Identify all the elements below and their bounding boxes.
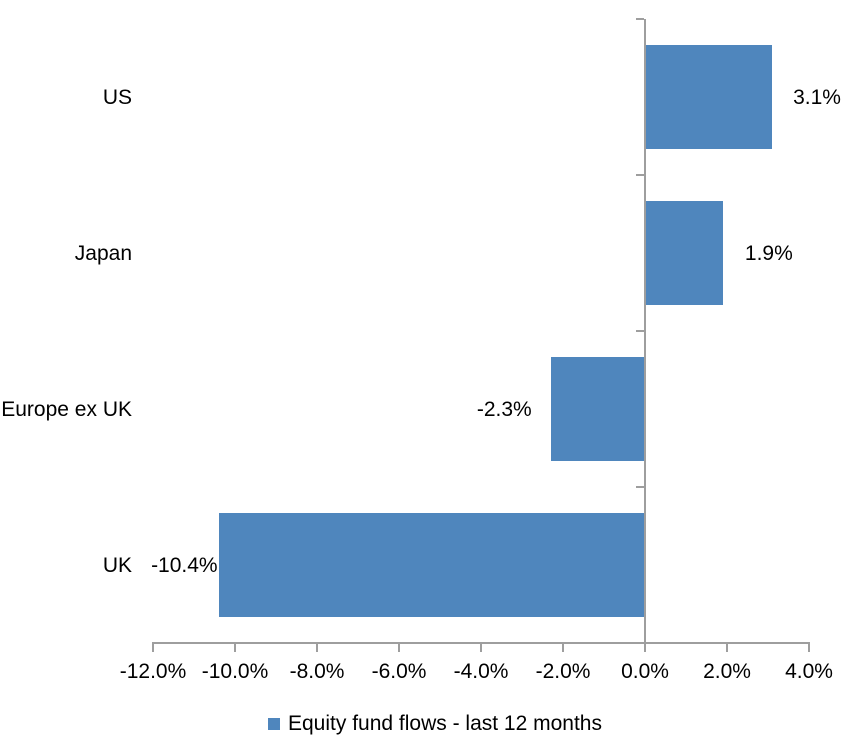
x-axis-tick	[726, 643, 728, 652]
bar-us	[645, 45, 773, 149]
legend-label: Equity fund flows - last 12 months	[288, 712, 602, 735]
category-label: US	[102, 85, 132, 109]
x-tick-label: -2.0%	[535, 660, 591, 683]
category-label: Europe ex UK	[1, 397, 132, 421]
y-axis-line	[643, 19, 646, 645]
x-tick-label: 2.0%	[703, 660, 751, 683]
x-axis-tick	[398, 643, 400, 652]
x-axis-tick	[808, 643, 810, 652]
value-label: -10.4%	[151, 553, 218, 577]
x-tick-label: -12.0%	[119, 660, 187, 683]
value-label: 1.9%	[744, 241, 793, 265]
x-tick-label: 0.0%	[621, 660, 669, 683]
x-tick-label: -6.0%	[371, 660, 427, 683]
category-label: UK	[102, 553, 132, 577]
x-tick-label: 4.0%	[785, 660, 833, 683]
x-axis-tick	[644, 643, 646, 652]
x-tick-label: -8.0%	[289, 660, 345, 683]
y-axis-tick	[635, 174, 644, 176]
x-axis-tick	[152, 643, 154, 652]
x-axis-tick	[480, 643, 482, 652]
x-axis-tick	[234, 643, 236, 652]
bar-europe-ex-uk	[550, 357, 645, 461]
category-label: Japan	[74, 241, 132, 265]
bar-japan	[645, 201, 723, 305]
x-axis-tick	[316, 643, 318, 652]
x-tick-label: -10.0%	[201, 660, 269, 683]
y-axis-tick	[635, 486, 644, 488]
x-axis-tick	[562, 643, 564, 652]
y-axis-tick	[635, 18, 644, 20]
bar-uk	[218, 513, 645, 617]
value-label: 3.1%	[793, 85, 841, 109]
legend: Equity fund flows - last 12 months	[9, 712, 852, 736]
legend-marker-swatch	[268, 718, 280, 730]
value-label: -2.3%	[476, 397, 532, 421]
y-axis-tick	[635, 642, 644, 644]
x-tick-label: -4.0%	[453, 660, 509, 683]
y-axis-tick	[635, 330, 644, 332]
